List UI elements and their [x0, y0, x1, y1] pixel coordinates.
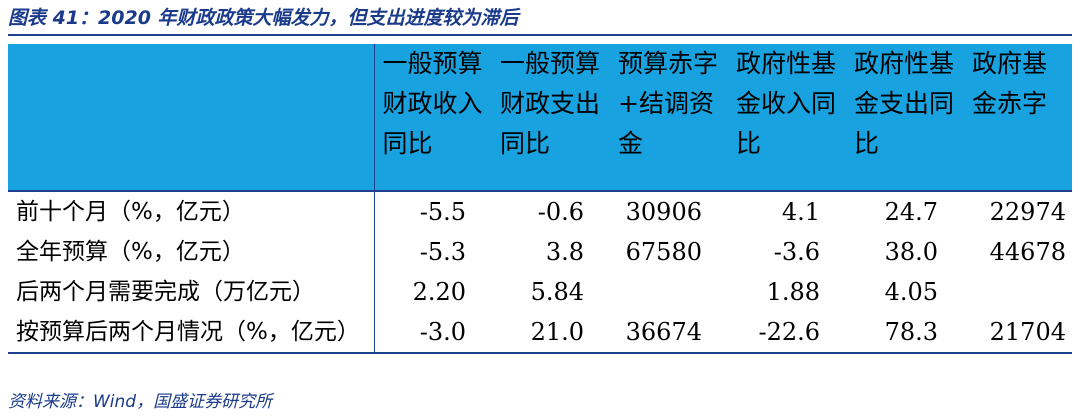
header-cell: 一般预算财政收入同比	[373, 44, 492, 192]
table-cell: 21704	[964, 312, 1072, 354]
table-cell: 3.8	[545, 238, 584, 266]
table-cell: 38.0	[884, 238, 938, 266]
title-divider	[8, 34, 1072, 36]
table-cell: -3.0	[374, 312, 492, 354]
row-label: 全年预算（%，亿元）	[8, 232, 375, 272]
source-note: 资料来源：Wind，国盛证券研究所	[8, 392, 273, 412]
table-cell: 5.84	[530, 278, 584, 306]
header-cell: 政府性基金收入同比	[728, 44, 846, 192]
header-label: 政府基金赤字	[972, 49, 1048, 118]
table-cell: -0.6	[537, 198, 584, 226]
row-label: 前十个月（%，亿元）	[8, 191, 375, 232]
header-cell: 预算赤字+结调资金	[610, 44, 728, 192]
row-label: 按预算后两个月情况（%，亿元）	[8, 312, 375, 354]
table-cell: 21.0	[492, 312, 610, 354]
table-cell	[610, 272, 728, 312]
row-label: 后两个月需要完成（万亿元）	[8, 272, 375, 312]
table-cell: 2.20	[412, 278, 466, 306]
table-cell: 24.7	[884, 198, 938, 226]
table-cell: 78.3	[846, 312, 964, 354]
table-row: 前十个月（%，亿元） -5.5 -0.6 30906 4.1 24.7 2297…	[8, 191, 1072, 232]
table-cell: -3.6	[773, 238, 820, 266]
table-row: 按预算后两个月情况（%，亿元） -3.0 21.0 36674 -22.6 78…	[8, 312, 1072, 354]
table-cell: -5.3	[419, 238, 466, 266]
header-label: 政府性基金支出同比	[854, 49, 955, 158]
table-cell: 22974	[989, 198, 1066, 226]
header-cell: 政府基金赤字	[964, 44, 1072, 192]
header-label: 一般预算财政支出同比	[500, 49, 601, 158]
table-cell: 36674	[610, 312, 728, 354]
table-row: 后两个月需要完成（万亿元） 2.20 5.84 1.88 4.05	[8, 272, 1072, 312]
fiscal-table: 一般预算财政收入同比 一般预算财政支出同比 预算赤字+结调资金 政府性基金收入同…	[8, 44, 1072, 354]
header-label: 预算赤字+结调资金	[618, 49, 719, 158]
figure-title: 图表 41：2020 年财政政策大幅发力，但支出进度较为滞后	[8, 7, 519, 29]
header-cell: 政府性基金支出同比	[846, 44, 964, 192]
table-cell: 44678	[989, 238, 1066, 266]
table-cell: 67580	[625, 238, 702, 266]
table-cell: 4.05	[884, 278, 938, 306]
header-label: 政府性基金收入同比	[736, 49, 837, 158]
table-cell	[964, 272, 1072, 312]
table-cell: 30906	[625, 198, 702, 226]
header-stub	[8, 44, 374, 192]
header-cell: 一般预算财政支出同比	[492, 44, 610, 192]
table-cell: -22.6	[728, 312, 846, 354]
table-cell: 1.88	[766, 278, 820, 306]
header-label: 一般预算财政收入同比	[382, 49, 483, 158]
table-cell: 4.1	[781, 198, 820, 226]
table-row: 全年预算（%，亿元） -5.3 3.8 67580 -3.6 38.0 4467…	[8, 232, 1072, 272]
table-cell: -5.5	[419, 198, 466, 226]
header-row: 一般预算财政收入同比 一般预算财政支出同比 预算赤字+结调资金 政府性基金收入同…	[8, 44, 1072, 192]
